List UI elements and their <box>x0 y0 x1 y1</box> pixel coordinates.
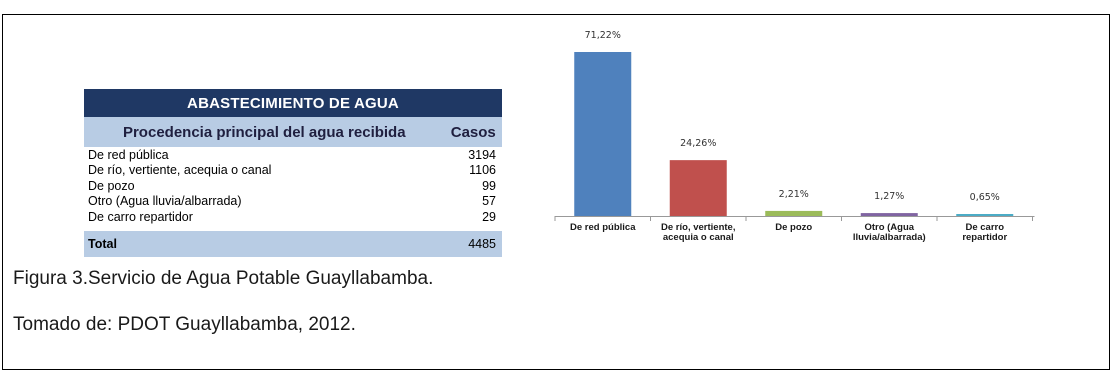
table-row: De pozo 99 <box>84 178 502 194</box>
row-value: 1106 <box>445 163 502 179</box>
row-value: 3194 <box>445 147 502 163</box>
bar-data-label: 2,21% <box>779 189 809 200</box>
table-total-row: Total 4485 <box>84 231 502 257</box>
total-value: 4485 <box>445 231 502 257</box>
row-value: 57 <box>445 194 502 210</box>
category-label: repartidor <box>962 232 1007 243</box>
table-header-cases: Casos <box>445 117 502 147</box>
table-row: De carro repartidor 29 <box>84 209 502 225</box>
bar <box>861 213 918 216</box>
bar <box>670 160 727 216</box>
total-label: Total <box>84 231 445 257</box>
row-label: De carro repartidor <box>84 209 445 225</box>
row-label: De pozo <box>84 178 445 194</box>
table-row: Otro (Agua lluvia/albarrada) 57 <box>84 194 502 210</box>
bar <box>956 214 1013 216</box>
table-title: ABASTECIMIENTO DE AGUA <box>84 89 502 117</box>
table-header-row: Procedencia principal del agua recibida … <box>84 117 502 147</box>
category-label: De pozo <box>775 222 812 233</box>
bar <box>765 211 822 216</box>
bar-data-label: 0,65% <box>970 192 1000 203</box>
row-label: De red pública <box>84 147 445 163</box>
water-supply-table: ABASTECIMIENTO DE AGUA Procedencia princ… <box>84 89 502 257</box>
category-label: acequia o canal <box>663 232 734 243</box>
category-label: De red pública <box>570 222 636 233</box>
row-value: 29 <box>445 209 502 225</box>
row-label: De río, vertiente, acequia o canal <box>84 163 445 179</box>
bar-data-label: 24,26% <box>680 138 716 149</box>
figure-caption: Figura 3.Servicio de Agua Potable Guayll… <box>13 268 433 290</box>
category-label: lluvia/albarrada) <box>853 232 926 243</box>
bar-data-label: 71,22% <box>585 30 621 41</box>
table-row: De red pública 3194 <box>84 147 502 163</box>
bar <box>574 52 631 216</box>
table-header-source: Procedencia principal del agua recibida <box>84 117 445 147</box>
row-label: Otro (Agua lluvia/albarrada) <box>84 194 445 210</box>
figure-source: Tomado de: PDOT Guayllabamba, 2012. <box>13 314 356 336</box>
row-value: 99 <box>445 178 502 194</box>
table-row: De río, vertiente, acequia o canal 1106 <box>84 163 502 179</box>
bar-data-label: 1,27% <box>874 191 904 202</box>
